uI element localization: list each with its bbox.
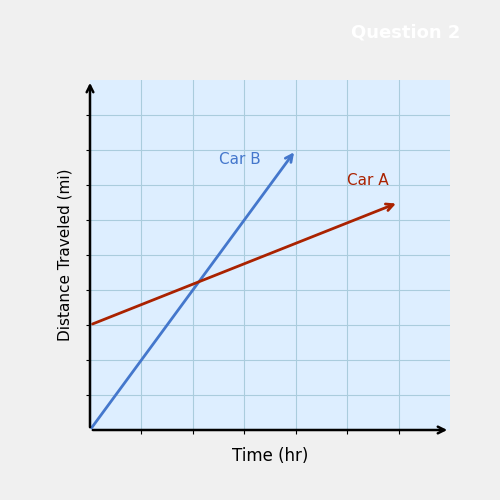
- Text: Car B: Car B: [218, 152, 260, 167]
- Y-axis label: Distance Traveled (mi): Distance Traveled (mi): [58, 169, 72, 341]
- Text: Question 2: Question 2: [350, 24, 460, 42]
- Text: Car A: Car A: [347, 173, 389, 188]
- X-axis label: Time (hr): Time (hr): [232, 448, 308, 466]
